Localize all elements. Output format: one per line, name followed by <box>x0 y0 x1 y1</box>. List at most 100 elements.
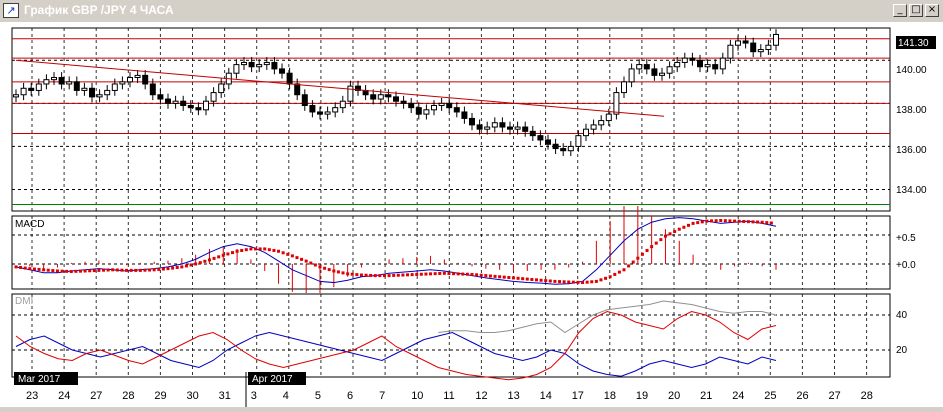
macd-signal-dot <box>534 278 538 282</box>
macd-signal-dot <box>705 219 709 223</box>
adx-line <box>438 300 777 334</box>
window-title: График GBP /JPY 4 ЧАСА <box>24 3 174 17</box>
candle-body <box>309 105 316 113</box>
x-axis: Mar 2017 Apr 2017 23 24 27 28 29 30 31 3 4 5 6 7 10 1… <box>14 372 873 407</box>
close-button[interactable]: × <box>925 4 939 17</box>
candle-body <box>598 120 605 126</box>
macd-signal-dot <box>355 273 359 277</box>
macd-signal-dot <box>447 271 451 275</box>
macd-signal-dot <box>498 275 502 279</box>
macd-signal-dot <box>590 280 594 284</box>
candle-body <box>552 143 559 150</box>
candle-body <box>385 94 392 98</box>
x-axis-day-label: 6 <box>347 390 353 402</box>
dmi-label: DMI <box>15 296 33 307</box>
price-tick: 138.00 <box>896 105 927 116</box>
macd-signal-dot <box>511 276 515 280</box>
chart-area[interactable]: 141.30 140.00 138.00 136.00 134.00 MACD … <box>0 22 943 407</box>
macd-signal-dot <box>125 268 129 272</box>
candle-body <box>20 87 27 96</box>
maximize-button[interactable]: □ <box>909 4 923 17</box>
macd-panel: MACD +0.5 +0.0 <box>11 206 916 293</box>
macd-signal-dot <box>148 268 152 272</box>
macd-signal-dot <box>769 221 773 225</box>
candle-body <box>248 61 255 68</box>
macd-signal-dot <box>465 272 469 276</box>
macd-signal-dot <box>627 264 631 268</box>
candle-body <box>294 83 301 96</box>
window-titlebar: ↗ График GBP /JPY 4 ЧАСА _ □ × <box>0 0 943 23</box>
macd-signal-dot <box>350 272 354 276</box>
x-axis-day-label: 28 <box>861 390 873 402</box>
candle-body <box>180 100 187 107</box>
macd-signal-dot <box>198 261 202 265</box>
macd-signal-dot <box>686 223 690 227</box>
x-axis-day-label: 25 <box>764 390 776 402</box>
macd-signal-dot <box>97 268 101 272</box>
x-axis-day-label: 23 <box>26 390 38 402</box>
macd-signal-dot <box>636 256 640 260</box>
macd-signal-dot <box>166 267 170 271</box>
x-axis-day-label: 3 <box>251 390 257 402</box>
macd-signal-dot <box>631 260 635 264</box>
macd-signal-dot <box>488 274 492 278</box>
candle-body <box>537 135 544 141</box>
macd-signal-dot <box>530 277 534 281</box>
candle-body <box>514 126 521 130</box>
candle-body <box>301 94 308 107</box>
x-axis-day-label: 11 <box>443 390 454 402</box>
candle-body <box>431 105 437 111</box>
macd-signal-dot <box>161 267 165 271</box>
macd-signal-dot <box>613 272 617 276</box>
candle-body <box>73 81 80 91</box>
macd-signal-dot <box>737 219 741 223</box>
candle-body <box>89 87 95 98</box>
macd-signal-dot <box>23 266 27 270</box>
candle-body <box>583 128 589 137</box>
candle-body <box>332 107 339 113</box>
candle-body <box>567 145 574 152</box>
x-axis-day-label: 31 <box>219 390 231 402</box>
candle-body <box>195 107 202 111</box>
candle-body <box>491 122 498 128</box>
macd-signal-dot <box>309 261 313 265</box>
candle-body <box>149 83 156 96</box>
price-tick: 140.00 <box>896 65 927 76</box>
macd-signal-dot <box>212 256 216 260</box>
candle-body <box>727 44 734 59</box>
candle-body <box>210 92 217 102</box>
x-axis-day-label: 20 <box>668 390 680 402</box>
macd-signal-dot <box>175 265 179 269</box>
candle-body <box>469 117 475 126</box>
candle-body <box>187 105 194 109</box>
macd-signal-dot <box>700 220 704 224</box>
candle-body <box>81 87 88 91</box>
macd-signal-dot <box>608 275 612 279</box>
macd-signal-dot <box>171 266 175 270</box>
macd-signal-dot <box>78 269 82 273</box>
macd-signal-dot <box>461 272 465 276</box>
macd-signal-dot <box>456 272 460 276</box>
x-axis-day-label: 17 <box>572 390 584 402</box>
candle-body <box>58 77 65 85</box>
macd-signal-dot <box>410 273 414 277</box>
month-label: Apr 2017 <box>252 374 293 385</box>
candle-body <box>377 94 384 100</box>
macd-signal-dot <box>396 273 400 277</box>
candle-body <box>134 74 141 79</box>
macd-signal-dot <box>143 268 147 272</box>
macd-signal-dot <box>28 267 32 271</box>
macd-signal-dot <box>373 274 377 278</box>
macd-signal-dot <box>184 264 188 268</box>
macd-signal-dot <box>622 268 626 272</box>
x-axis-day-label: 29 <box>154 390 166 402</box>
macd-signal-dot <box>263 247 267 251</box>
candle-body <box>507 126 513 130</box>
macd-signal-dot <box>180 265 184 269</box>
macd-signal-dot <box>562 280 566 284</box>
macd-signal-dot <box>221 253 225 257</box>
macd-signal-dot <box>502 275 506 279</box>
macd-signal-dot <box>696 221 700 225</box>
candle-body <box>165 98 171 104</box>
minimize-button[interactable]: _ <box>893 4 907 17</box>
